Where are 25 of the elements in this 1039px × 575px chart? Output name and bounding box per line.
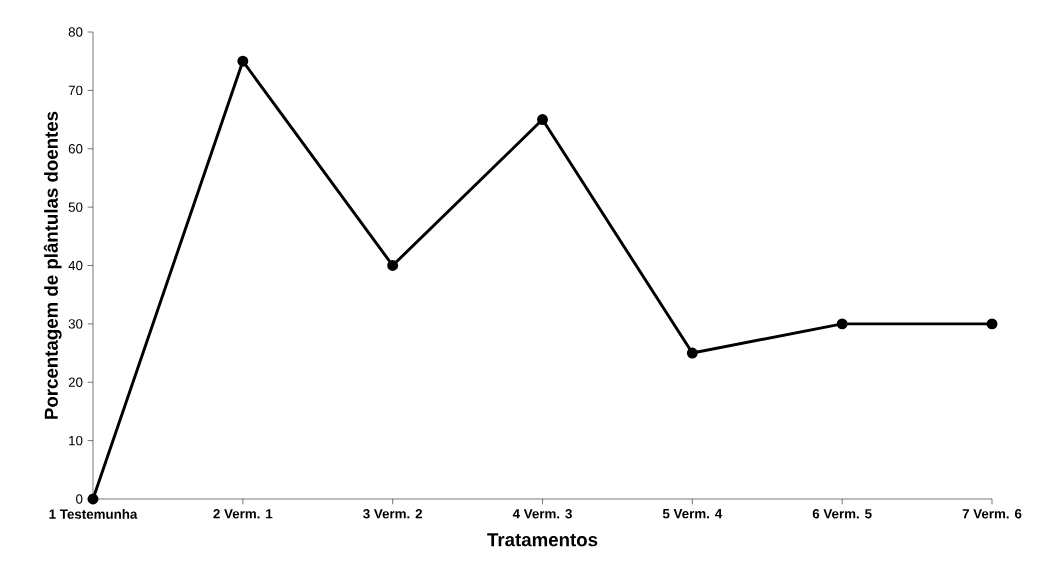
y-tick-label: 10 — [69, 435, 83, 446]
x-axis-title: Tratamentos — [487, 533, 598, 547]
y-tick-label: 0 — [76, 494, 83, 504]
y-tick-label: 30 — [68, 319, 83, 329]
x-tick-label: 5 Verm. 4 — [662, 509, 723, 519]
point — [836, 318, 848, 330]
y-tick-label: 80 — [68, 27, 83, 37]
x-tick-label: 1 Testemunha — [49, 509, 138, 519]
point — [686, 347, 698, 359]
x-tick-label: 7 Verm. 6 — [962, 509, 1022, 519]
point — [87, 493, 99, 505]
x-tick-label: 3 Verm. 2 — [363, 509, 423, 519]
x-tick-label: 6 Verm. 5 — [812, 509, 872, 519]
y-tick-label: 40 — [68, 260, 83, 271]
y-tick-label: 70 — [68, 85, 83, 96]
point — [537, 114, 548, 126]
x-tick-label: 4 Verm. 3 — [512, 509, 572, 519]
y-axis-title: Porcentagem de plântulas doentes — [43, 111, 62, 419]
point — [986, 318, 998, 330]
point — [237, 55, 249, 67]
y-tick-label: 50 — [68, 202, 83, 212]
point — [387, 260, 399, 271]
y-tick-label: 60 — [68, 144, 83, 154]
y-tick-label: 20 — [68, 377, 83, 387]
x-tick-label: 2 Verm. 1 — [213, 509, 273, 519]
